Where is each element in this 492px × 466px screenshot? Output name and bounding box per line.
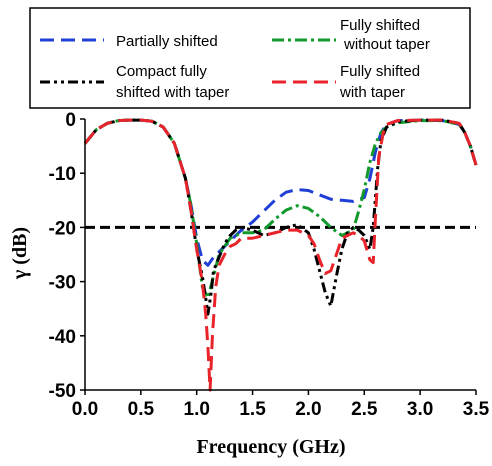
legend-label-fully-shifted-with-taper: Fully shifted with taper [339,63,424,101]
legend-label-fully-shifted-with-taper-line1: Fully shifted [340,63,420,80]
x-tick-label: 1.0 [184,399,210,420]
y-axis-title: γ (dB) [9,227,31,280]
x-tick-label: 0.0 [72,399,98,420]
series-line-3 [83,118,478,392]
x-tick-label: 1.5 [239,399,266,420]
y-tick-label: -50 [49,381,76,402]
series-line-0 [83,118,478,267]
y-tick-label: -40 [49,327,76,348]
y-tick-label: -30 [49,273,76,294]
legend-label-compact-fully-shifted-with-taper: Compact fully shifted with taper [116,63,229,101]
x-tick-label: 2.0 [295,399,321,420]
x-tick-label: 0.5 [128,399,155,420]
y-tick-label: 0 [65,110,76,131]
series-line-1 [83,118,478,300]
legend: Partially shifted Fully shifted without … [29,7,471,109]
legend-label-fully-shifted-without-taper-line2: without taper [343,36,430,53]
axes-layer: 0.0 0.5 1.0 1.5 2.0 2.5 3.0 3.5 0 -10 -20 -30 -40 -50 [49,110,490,420]
legend-frame [29,7,471,109]
x-tick-label: 3.5 [463,399,490,420]
series-layer [83,118,478,392]
y-tick-label: -10 [49,164,76,185]
legend-label-fully-shifted-with-taper-line2: with taper [339,84,405,101]
legend-label-compact-line2: shifted with taper [116,84,229,101]
x-axis-title: Frequency (GHz) [196,436,345,458]
legend-label-fully-shifted-without-taper-line1: Fully shifted [340,17,420,34]
legend-label-fully-shifted-without-taper: Fully shifted without taper [340,17,430,53]
series-line-2 [83,118,478,316]
legend-label-compact-line1: Compact fully [116,63,207,80]
x-tick-label: 3.0 [407,399,433,420]
x-tick-label: 2.5 [351,399,378,420]
legend-label-partially-shifted: Partially shifted [116,33,218,50]
y-tick-label: -20 [49,218,76,239]
